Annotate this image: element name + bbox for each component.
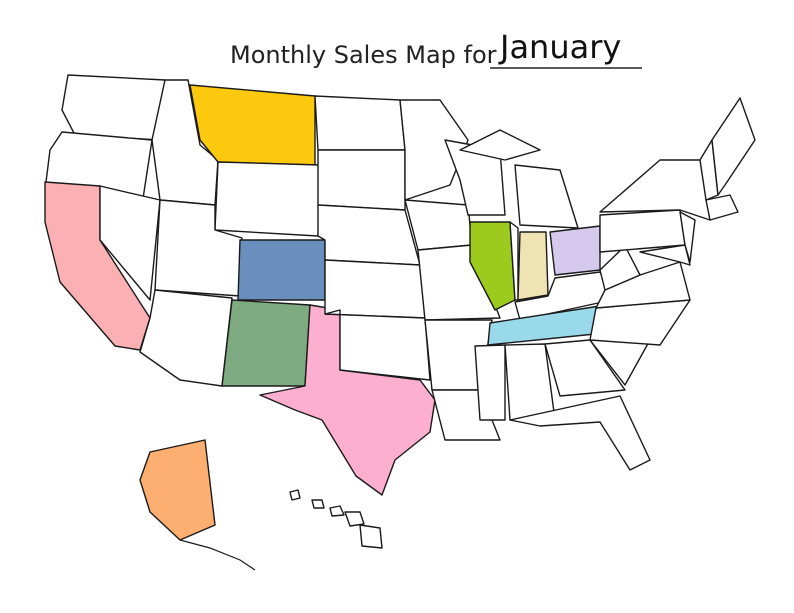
state-highlighted bbox=[469, 221, 516, 311]
state bbox=[459, 129, 541, 161]
state bbox=[399, 99, 469, 201]
state bbox=[99, 185, 161, 301]
island bbox=[359, 524, 383, 549]
state bbox=[679, 211, 696, 263]
state-highlighted bbox=[221, 299, 311, 387]
state bbox=[599, 209, 686, 253]
state bbox=[544, 339, 626, 397]
state bbox=[639, 244, 691, 266]
state-highlighted bbox=[517, 231, 549, 301]
state bbox=[317, 204, 421, 266]
state bbox=[61, 74, 166, 141]
state bbox=[514, 164, 579, 229]
state bbox=[139, 289, 233, 387]
island bbox=[344, 511, 365, 527]
island bbox=[311, 499, 325, 509]
state bbox=[599, 159, 711, 221]
state-highlighted bbox=[237, 239, 326, 301]
state-highlighted bbox=[139, 439, 216, 541]
island bbox=[289, 489, 301, 501]
month-label: January bbox=[498, 28, 621, 66]
state-highlighted bbox=[549, 225, 601, 276]
state bbox=[711, 97, 756, 196]
state bbox=[404, 199, 473, 251]
map-title: Monthly Sales Map for bbox=[230, 41, 497, 69]
island bbox=[329, 505, 345, 517]
state bbox=[324, 309, 431, 381]
state bbox=[417, 244, 501, 321]
alaska-tail bbox=[179, 539, 256, 571]
state bbox=[214, 161, 321, 237]
state bbox=[705, 194, 739, 221]
states bbox=[44, 74, 756, 571]
state bbox=[599, 245, 641, 291]
state bbox=[314, 95, 406, 151]
state bbox=[474, 344, 506, 421]
state bbox=[504, 343, 556, 421]
state bbox=[509, 395, 651, 471]
state bbox=[317, 149, 406, 211]
